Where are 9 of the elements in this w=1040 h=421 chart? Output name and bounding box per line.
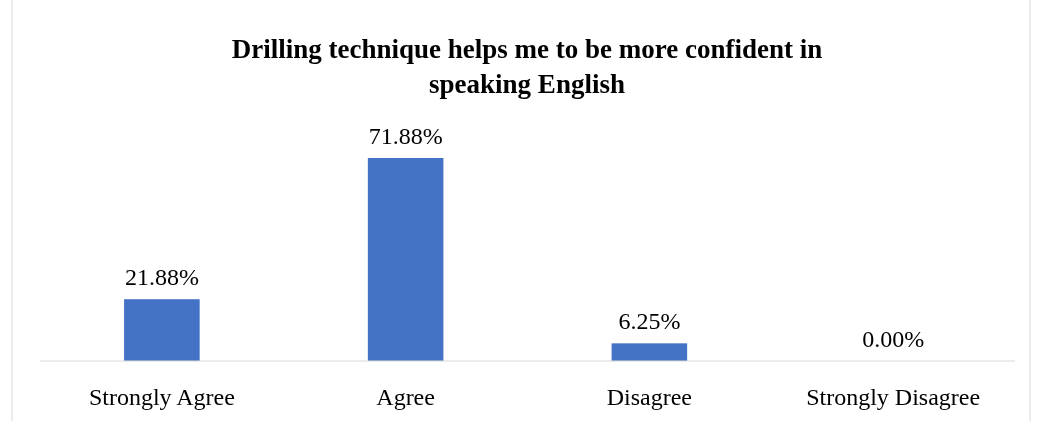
- chart-title: Drilling technique helps me to be more confident in speaking English: [231, 34, 823, 99]
- data-label: 6.25%: [618, 308, 681, 335]
- x-tick-label: Agree: [376, 384, 435, 410]
- data-label: 71.88%: [368, 123, 443, 149]
- x-tick-label: Strongly Disagree: [806, 384, 981, 410]
- data-label: 0.00%: [862, 326, 925, 352]
- x-tick-label: Strongly Agree: [88, 384, 235, 410]
- x-tick-label: Disagree: [606, 384, 693, 410]
- data-label: 21.88%: [124, 264, 199, 291]
